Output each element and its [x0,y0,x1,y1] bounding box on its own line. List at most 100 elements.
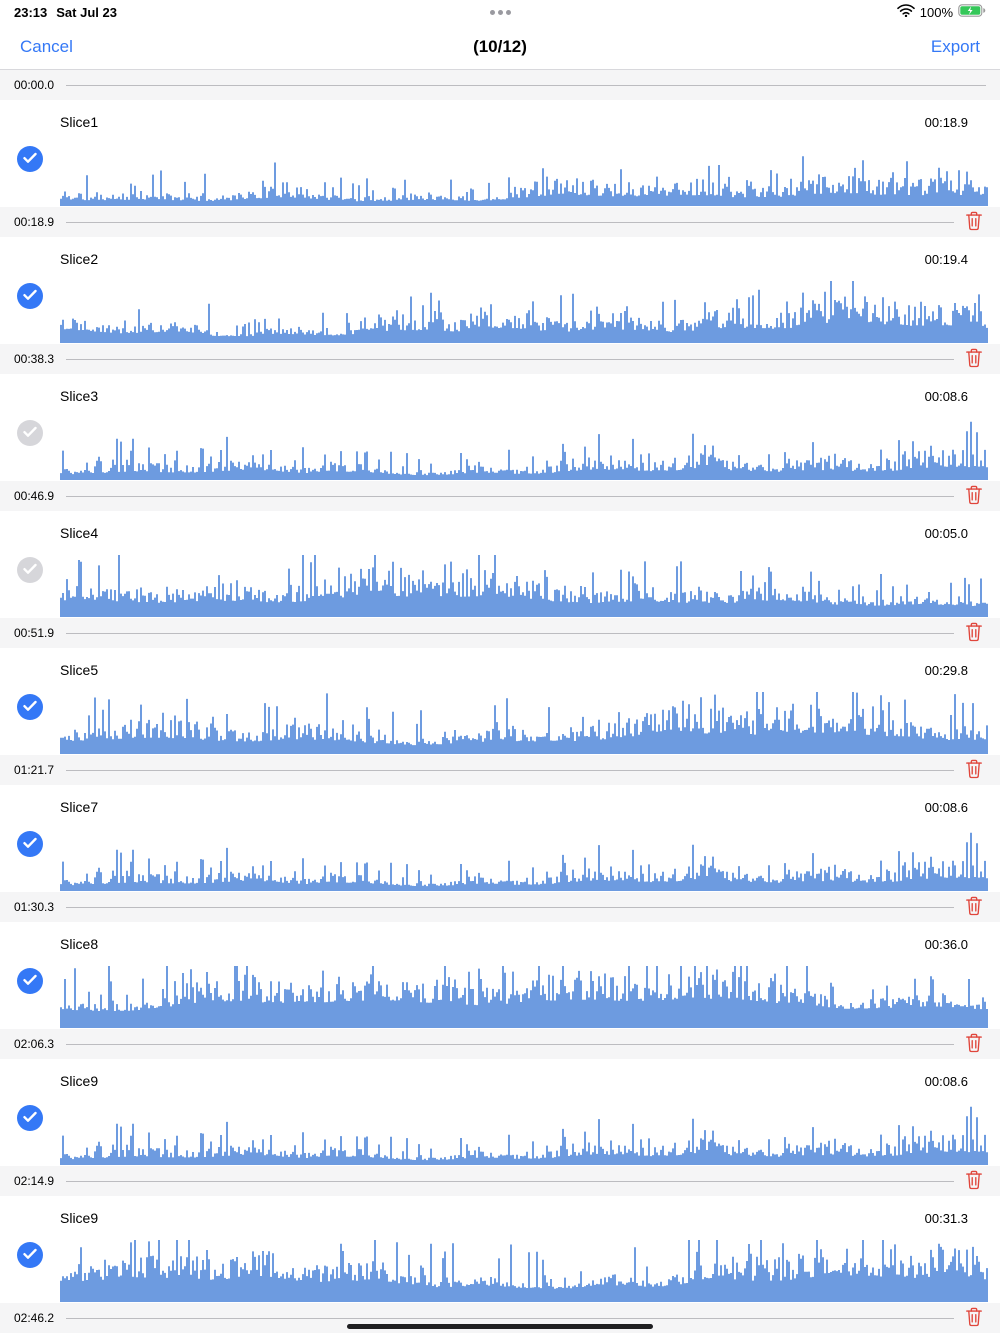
slice-start-divider: 00:51.9 [0,618,1000,648]
home-indicator[interactable] [347,1324,653,1329]
delete-slice-button[interactable] [962,621,986,645]
slice-start-divider: 01:30.3 [0,892,1000,922]
slice-select-checkbox[interactable] [17,694,43,720]
trash-icon [965,621,983,645]
slice-start-divider: 01:21.7 [0,755,1000,785]
delete-slice-button[interactable] [962,895,986,919]
slice-start-divider: 02:06.3 [0,1029,1000,1059]
slice-start-time: 00:38.3 [14,352,55,366]
checkmark-icon [23,152,37,167]
slice-name: Slice8 [60,936,99,952]
delete-slice-button[interactable] [962,1169,986,1193]
divider-line [66,84,986,86]
slice-select-checkbox[interactable] [17,831,43,857]
checkmark-icon [23,289,37,304]
slice-row: Slice2 00:19.4 [0,237,1000,344]
trash-icon [965,210,983,234]
slice-start-time: 02:06.3 [14,1037,55,1051]
delete-slice-button[interactable] [962,484,986,508]
delete-slice-button[interactable] [962,1306,986,1330]
trash-icon [965,347,983,371]
slice-row: Slice5 00:29.8 [0,648,1000,755]
slice-row: Slice7 00:08.6 [0,785,1000,892]
divider-line [66,906,954,908]
audio-waveform [60,832,988,891]
divider-line [66,221,954,223]
divider-line [66,1317,954,1319]
checkmark-icon [23,426,37,441]
slice-name: Slice9 [60,1073,99,1089]
slice-select-checkbox[interactable] [17,420,43,446]
slice-select-checkbox[interactable] [17,557,43,583]
audio-waveform [60,1240,988,1302]
slice-start-divider: 02:14.9 [0,1166,1000,1196]
audio-waveform [60,692,988,754]
slice-name: Slice5 [60,662,99,678]
slice-start-time: 01:30.3 [14,900,55,914]
slice-name: Slice1 [60,114,99,130]
slice-start-divider: 00:18.9 [0,207,1000,237]
slice-duration: 00:29.8 [924,662,968,678]
slice-start-time: 00:18.9 [14,215,55,229]
slice-start-time: 02:46.2 [14,1311,55,1325]
delete-slice-button[interactable] [962,1032,986,1056]
divider-line [66,632,954,634]
slice-row: Slice1 00:18.9 [0,100,1000,207]
audio-waveform [60,281,988,343]
delete-slice-button[interactable] [962,347,986,371]
audio-waveform [60,966,988,1028]
slice-duration: 00:08.6 [924,1073,968,1089]
selection-count-title: (10/12) [473,36,527,56]
slice-start-divider: 00:00.0 [0,70,1000,100]
audio-waveform [60,555,988,617]
slice-duration: 00:08.6 [924,388,968,404]
audio-waveform [60,421,988,480]
divider-line [66,358,954,360]
divider-line [66,769,954,771]
cancel-button[interactable]: Cancel [20,33,73,61]
audio-waveform [60,1106,988,1165]
trash-icon [965,1032,983,1056]
slice-duration: 00:08.6 [924,799,968,815]
delete-slice-button[interactable] [962,210,986,234]
checkmark-icon [23,974,37,989]
checkmark-icon [23,1111,37,1126]
divider-line [66,495,954,497]
slice-select-checkbox[interactable] [17,1242,43,1268]
slice-duration: 00:18.9 [924,114,968,130]
slice-duration: 00:31.3 [924,1210,968,1226]
trash-icon [965,758,983,782]
slice-select-checkbox[interactable] [17,283,43,309]
slice-select-checkbox[interactable] [17,146,43,172]
slice-start-divider: 00:38.3 [0,344,1000,374]
slice-duration: 00:36.0 [924,936,968,952]
slice-duration: 00:19.4 [924,251,968,267]
slice-select-checkbox[interactable] [17,968,43,994]
slice-start-time: 00:51.9 [14,626,55,640]
status-date: Sat Jul 23 [56,4,117,20]
checkmark-icon [23,563,37,578]
slice-duration: 00:05.0 [924,525,968,541]
wifi-icon [896,4,915,20]
divider-line [66,1043,954,1045]
delete-slice-button[interactable] [962,758,986,782]
trash-icon [965,895,983,919]
slice-name: Slice9 [60,1210,99,1226]
trash-icon [965,1306,983,1330]
slice-select-checkbox[interactable] [17,1105,43,1131]
checkmark-icon [23,700,37,715]
slice-row: Slice9 00:08.6 [0,1059,1000,1166]
divider-line [66,1180,954,1182]
export-button[interactable]: Export [931,33,980,61]
status-bar: 23:13 Sat Jul 23 100% [0,0,1000,24]
slice-name: Slice3 [60,388,99,404]
checkmark-icon [23,1248,37,1263]
slice-name: Slice7 [60,799,99,815]
checkmark-icon [23,837,37,852]
slice-start-time: 00:46.9 [14,489,55,503]
slice-name: Slice2 [60,251,99,267]
audio-waveform [60,156,988,206]
slice-row: Slice9 00:31.3 [0,1196,1000,1303]
battery-charging-icon [958,4,986,20]
